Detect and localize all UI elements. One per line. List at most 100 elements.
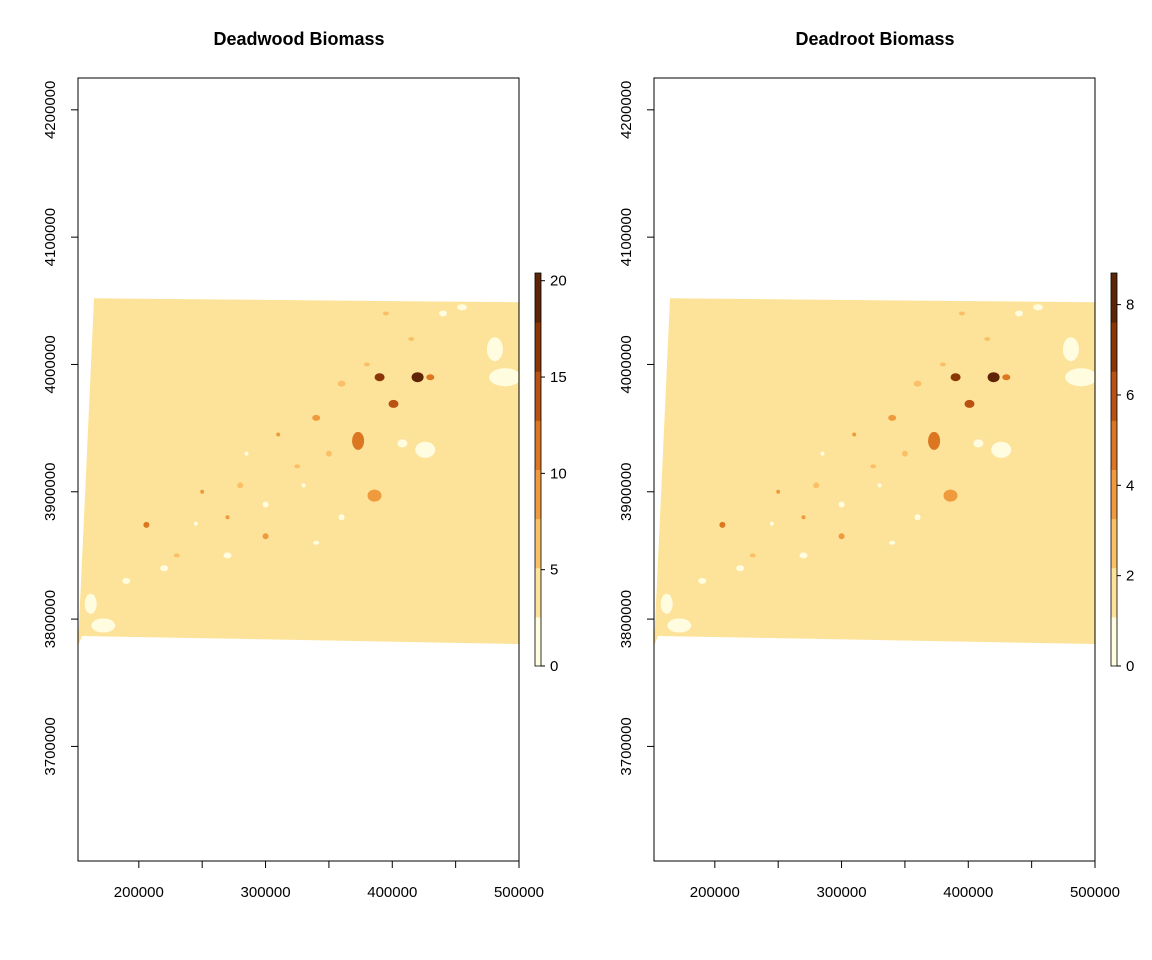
raster-cell [1002, 374, 1011, 381]
raster-cell [457, 304, 467, 311]
y-tick-label: 3900000 [618, 463, 635, 521]
raster-cell [838, 501, 845, 508]
legend-swatch [535, 469, 541, 520]
raster-cell [950, 373, 961, 382]
legend-frame [1110, 272, 1118, 667]
x-tick-label: 500000 [494, 884, 544, 901]
y-tick-label: 4100000 [42, 208, 59, 266]
raster-cell [337, 380, 346, 387]
raster-cell [200, 489, 205, 494]
x-tick-label: 300000 [817, 884, 867, 901]
raster-extent [78, 298, 519, 647]
x-tick-label: 400000 [943, 884, 993, 901]
raster-cell [91, 618, 116, 633]
raster-cell [223, 552, 232, 559]
raster-cell [193, 521, 198, 526]
x-tick-label: 200000 [114, 884, 164, 901]
raster-cell [352, 431, 365, 450]
raster-cell [913, 380, 922, 387]
raster-cell [415, 441, 436, 458]
x-tick-label: 400000 [367, 884, 417, 901]
raster-cell [838, 533, 845, 540]
raster-cell [749, 553, 756, 558]
raster-cell [262, 501, 269, 508]
legend-swatch [1111, 567, 1117, 618]
raster-cell [776, 489, 781, 494]
legend-swatch [535, 322, 541, 372]
raster-cell [489, 368, 522, 387]
raster-cell [736, 565, 745, 572]
raster-cell [813, 482, 820, 489]
raster-cell [160, 565, 169, 572]
legend-swatch [535, 371, 541, 421]
raster-cell [388, 399, 399, 408]
raster-cell [325, 450, 332, 457]
raster-cell [889, 540, 896, 545]
y-tick-label: 4200000 [618, 81, 635, 139]
raster-cell [1065, 368, 1098, 387]
y-tick-label: 3800000 [42, 590, 59, 648]
legend-frame [534, 272, 542, 667]
raster-cell [262, 533, 269, 540]
raster-cell [225, 515, 230, 520]
legend-tick-label: 4 [1126, 477, 1134, 494]
legend-tick-label: 15 [550, 369, 567, 386]
raster-cell [313, 540, 320, 545]
raster-patches [84, 304, 522, 633]
plot-frame [653, 77, 1096, 862]
raster-cell [914, 514, 921, 521]
chart-title: Deadwood Biomass [213, 29, 385, 49]
raster-cell [820, 451, 825, 456]
y-tick-label: 3800000 [618, 590, 635, 648]
legend-swatch [1111, 469, 1117, 520]
raster-cell [1062, 337, 1079, 362]
raster-cell [870, 464, 877, 469]
raster-cell [928, 431, 941, 450]
deadroot-biomass-map: 200000 300000 400000 500000 3700000 3800000 39… [618, 77, 1134, 901]
raster-cell [276, 432, 281, 437]
raster-cell [411, 372, 424, 383]
raster-cell [374, 373, 385, 382]
raster-cell [964, 399, 975, 408]
raster-extent [654, 298, 1095, 647]
raster-cell [1015, 310, 1023, 317]
raster-patches [660, 304, 1098, 633]
legend-tick-label: 0 [550, 658, 558, 675]
legend-tick-label: 6 [1126, 387, 1134, 404]
raster-cell [301, 483, 306, 488]
legend-swatch [1111, 616, 1117, 667]
raster-cell [769, 521, 774, 526]
y-tick-label: 4100000 [618, 208, 635, 266]
raster-cell [382, 311, 389, 316]
raster-cell [122, 577, 131, 584]
legend-tick-label: 20 [550, 273, 567, 290]
raster-cell [397, 439, 408, 448]
legend-swatch [1111, 518, 1117, 569]
raster-cell [426, 374, 435, 381]
raster-cell [901, 450, 908, 457]
legend-tick-label: 10 [550, 465, 567, 482]
raster-cell [367, 489, 382, 502]
raster-cell [173, 553, 180, 558]
raster-cell [852, 432, 857, 437]
x-tick-label: 500000 [1070, 884, 1120, 901]
legend-tick-label: 0 [1126, 658, 1134, 675]
raster-cell [84, 593, 97, 614]
y-tick-label: 3700000 [42, 717, 59, 775]
legend-swatch [535, 420, 541, 470]
legend-swatch [1111, 322, 1117, 372]
deadroot-panel: Deadroot Biomass 200000 300000 400000 50000… [576, 0, 1152, 960]
raster-cell [943, 489, 958, 502]
legend-swatch [1111, 273, 1117, 323]
legend-tick-label: 8 [1126, 297, 1134, 314]
raster-cell [486, 337, 503, 362]
raster-cell [991, 441, 1012, 458]
legend-tick-label: 2 [1126, 568, 1134, 585]
deadwood-biomass-map: 200000 300000 400000 500000 3700000 3800000 39… [42, 77, 567, 901]
raster-cell [958, 311, 965, 316]
raster-cell [987, 372, 1000, 383]
legend-swatch [535, 273, 541, 323]
y-tick-label: 3900000 [42, 463, 59, 521]
y-tick-label: 4200000 [42, 81, 59, 139]
legend-swatch [535, 567, 541, 618]
